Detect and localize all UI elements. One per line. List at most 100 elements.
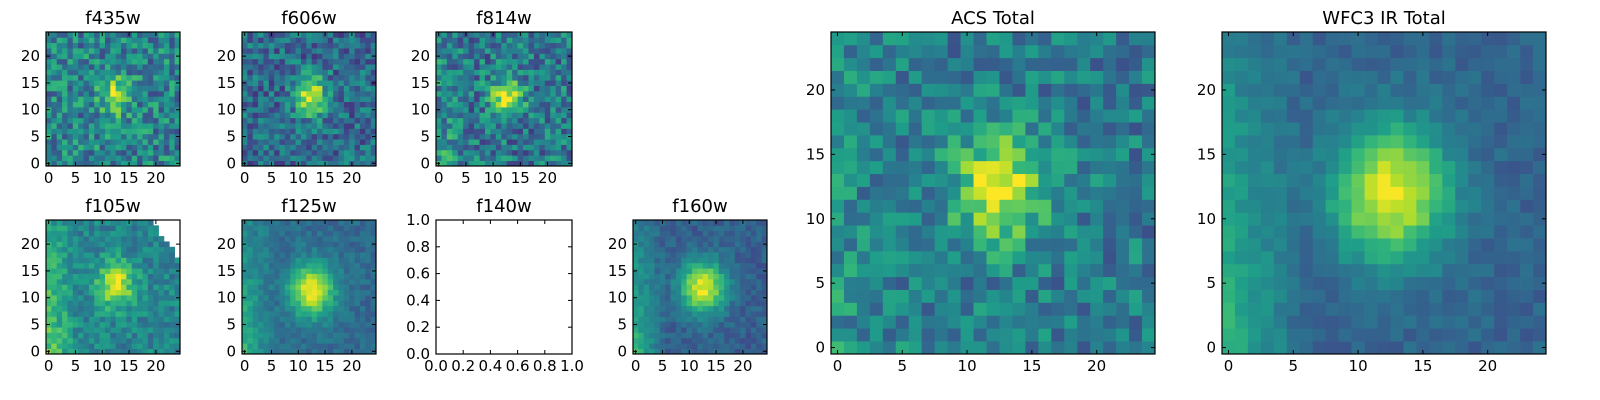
heatmap-cell	[300, 273, 307, 280]
heatmap-cell	[51, 128, 58, 135]
heatmap-cell	[1442, 250, 1456, 265]
heatmap-cell	[247, 300, 254, 307]
heatmap-cell	[463, 96, 469, 103]
heatmap-cell	[452, 90, 459, 97]
heatmap-cell	[110, 289, 117, 296]
heatmap-cell	[1455, 173, 1469, 187]
heatmap-cell	[479, 160, 486, 167]
heatmap-cell	[290, 252, 296, 258]
heatmap-cell	[147, 327, 154, 333]
heatmap-cell	[539, 64, 546, 70]
heatmap-cell	[349, 236, 355, 242]
heatmap-cell	[110, 278, 117, 285]
heatmap-cell	[137, 262, 143, 269]
heatmap-cell	[242, 112, 248, 119]
heatmap-cell	[131, 53, 138, 60]
heatmap-cell	[300, 144, 307, 151]
heatmap-cell	[1116, 83, 1130, 97]
heatmap-cell	[921, 238, 936, 252]
heatmap-cell	[343, 144, 350, 151]
heatmap-cell	[274, 32, 280, 38]
heatmap-cell	[349, 300, 355, 307]
heatmap-cell	[713, 343, 720, 349]
heatmap-cell	[343, 37, 350, 44]
heatmap-cell	[665, 321, 671, 328]
heatmap-cell	[327, 225, 334, 232]
heatmap-cell	[349, 107, 355, 113]
heatmap-cell	[843, 315, 858, 329]
heatmap-cell	[869, 225, 884, 239]
heatmap-cell	[686, 337, 693, 344]
heatmap-cell	[62, 321, 68, 328]
heatmap-cell	[1103, 263, 1117, 278]
heatmap-cell	[174, 273, 181, 280]
heatmap-cell	[691, 343, 698, 349]
heatmap-cell	[550, 32, 557, 38]
heatmap-cell	[137, 123, 143, 129]
heatmap-cell	[691, 284, 698, 291]
heatmap-cell	[973, 212, 987, 226]
heatmap-cell	[1377, 302, 1391, 316]
heatmap-cell	[921, 57, 936, 71]
heatmap-cell	[544, 133, 551, 140]
heatmap-cell	[729, 337, 736, 344]
heatmap-cell	[300, 101, 307, 108]
heatmap-cell	[174, 278, 181, 285]
heatmap-cells	[46, 32, 181, 167]
heatmap-cell	[147, 337, 154, 344]
heatmap-cell	[51, 332, 58, 339]
heatmap-cell	[729, 257, 736, 264]
heatmap-cell	[1064, 250, 1078, 265]
heatmap-cell	[986, 263, 1000, 278]
heatmap-cell	[1416, 186, 1430, 200]
heatmap-cell	[934, 225, 948, 239]
heatmap-cell	[1025, 32, 1039, 46]
heatmap-cell	[284, 144, 291, 151]
heatmap-cell	[659, 252, 666, 258]
heatmap-cell	[338, 343, 345, 349]
heatmap-cell	[268, 295, 275, 301]
heatmap-cell	[539, 117, 546, 124]
heatmap-cell	[724, 327, 730, 333]
heatmap-cell	[734, 225, 741, 232]
heatmap-cell	[279, 48, 286, 54]
heatmap-cell	[724, 321, 730, 328]
heatmap-cell	[1533, 276, 1547, 290]
heatmap-cell	[1273, 225, 1288, 239]
heatmap-cell	[1025, 44, 1039, 59]
heatmap-cell	[533, 64, 540, 70]
heatmap-cell	[550, 144, 557, 151]
heatmap-cell	[1038, 122, 1052, 136]
heatmap-cell	[343, 90, 350, 97]
heatmap-cell	[284, 220, 291, 226]
heatmap-cell	[359, 96, 366, 103]
heatmap-cell	[110, 74, 117, 81]
heatmap-cell	[1116, 173, 1130, 187]
heatmap-cell	[561, 123, 567, 129]
heatmap-cell	[300, 337, 307, 344]
heatmap-cell	[550, 112, 557, 119]
heatmap-cell	[365, 230, 371, 237]
heatmap-cell	[333, 246, 339, 253]
heatmap-cell	[322, 332, 329, 339]
y-tick-label: 15	[217, 262, 236, 280]
heatmap-cell	[643, 300, 650, 307]
heatmap-cell	[1494, 173, 1508, 187]
heatmap-cell	[1260, 315, 1275, 329]
heatmap-cell	[761, 289, 768, 296]
heatmap-cell	[973, 225, 987, 239]
heatmap-cell	[1442, 315, 1456, 329]
heatmap-cell	[729, 305, 736, 312]
heatmap-cell	[137, 107, 143, 113]
heatmap-cell	[322, 42, 329, 49]
heatmap-cell	[284, 278, 291, 285]
heatmap-cell	[110, 37, 117, 44]
heatmap-cell	[306, 236, 313, 242]
heatmap-cell	[986, 199, 1000, 213]
heatmap-cell	[740, 332, 746, 339]
heatmap-cell	[566, 117, 573, 124]
heatmap-cell	[446, 58, 453, 65]
heatmap-cell	[131, 268, 138, 274]
heatmap-cell	[104, 133, 111, 140]
heatmap-cell	[295, 155, 302, 161]
